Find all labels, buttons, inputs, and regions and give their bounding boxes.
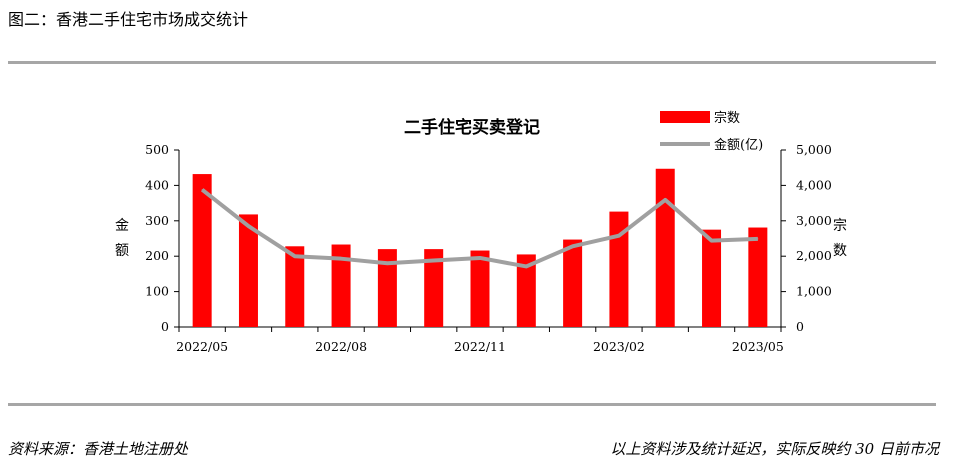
bar — [331, 244, 351, 327]
left-tick-label: 100 — [145, 284, 169, 299]
left-axis-title-2: 额 — [115, 243, 129, 259]
x-tick-label: 2022/11 — [454, 339, 506, 354]
left-tick-label: 500 — [145, 142, 169, 157]
bottom-divider — [8, 403, 936, 406]
left-axis-title-1: 金 — [115, 218, 129, 234]
bar — [563, 239, 583, 327]
x-tick-label: 2022/05 — [176, 339, 228, 354]
bar — [516, 254, 536, 327]
legend-line-label: 金额(亿) — [714, 137, 763, 153]
x-axis-ticks: 2022/05 2022/08 2022/11 2023/02 2023/05 — [176, 327, 784, 354]
delay-note: 以上资料涉及统计延迟，实际反映约 30 日前市况 — [610, 440, 939, 458]
right-tick-label: 0 — [796, 319, 804, 334]
bar — [192, 174, 212, 327]
bar — [424, 249, 444, 327]
left-tick-label: 400 — [145, 177, 169, 192]
bar — [377, 249, 397, 327]
left-axis-ticks: 0 100 200 300 400 500 — [145, 142, 179, 334]
bar — [702, 229, 722, 327]
right-axis-title-1: 宗 — [833, 218, 847, 234]
chart-title: 二手住宅买卖登记 — [404, 117, 540, 138]
left-tick-label: 0 — [161, 319, 169, 334]
line-point — [340, 258, 342, 260]
right-tick-label: 3,000 — [796, 213, 832, 228]
right-tick-label: 2,000 — [796, 248, 832, 263]
line-point — [201, 189, 203, 191]
bar — [238, 214, 258, 327]
bar — [655, 168, 675, 327]
bar — [609, 211, 629, 327]
right-axis-title-2: 数 — [833, 243, 847, 259]
x-tick-label: 2023/02 — [593, 339, 645, 354]
right-tick-label: 5,000 — [796, 142, 832, 157]
left-tick-label: 200 — [145, 248, 169, 263]
figure-caption: 图二：香港二手住宅市场成交统计 — [8, 10, 249, 29]
source-note: 资料来源：香港土地注册处 — [8, 440, 189, 458]
x-tick-label: 2023/05 — [732, 339, 784, 354]
bar — [470, 250, 490, 327]
bar — [285, 246, 305, 327]
bar — [748, 227, 768, 327]
line-point — [664, 199, 666, 201]
line-point — [386, 262, 388, 264]
line-point — [294, 255, 296, 257]
line-point — [433, 259, 435, 261]
line-point — [572, 245, 574, 247]
line-point — [618, 235, 620, 237]
left-tick-label: 300 — [145, 213, 169, 228]
x-tick-label: 2022/08 — [315, 339, 367, 354]
line-point — [247, 225, 249, 227]
legend-bar-swatch — [660, 111, 710, 123]
line-point — [757, 238, 759, 240]
top-divider — [8, 61, 936, 64]
right-tick-label: 1,000 — [796, 284, 832, 299]
line-point — [525, 265, 527, 267]
legend-bar-label: 宗数 — [714, 110, 740, 126]
line-series — [200, 188, 759, 269]
right-axis-ticks: 0 1,000 2,000 3,000 4,000 5,000 — [781, 142, 832, 334]
line-point — [711, 240, 713, 242]
bar-series — [192, 168, 768, 327]
line-point — [479, 257, 481, 259]
right-tick-label: 4,000 — [796, 177, 832, 192]
